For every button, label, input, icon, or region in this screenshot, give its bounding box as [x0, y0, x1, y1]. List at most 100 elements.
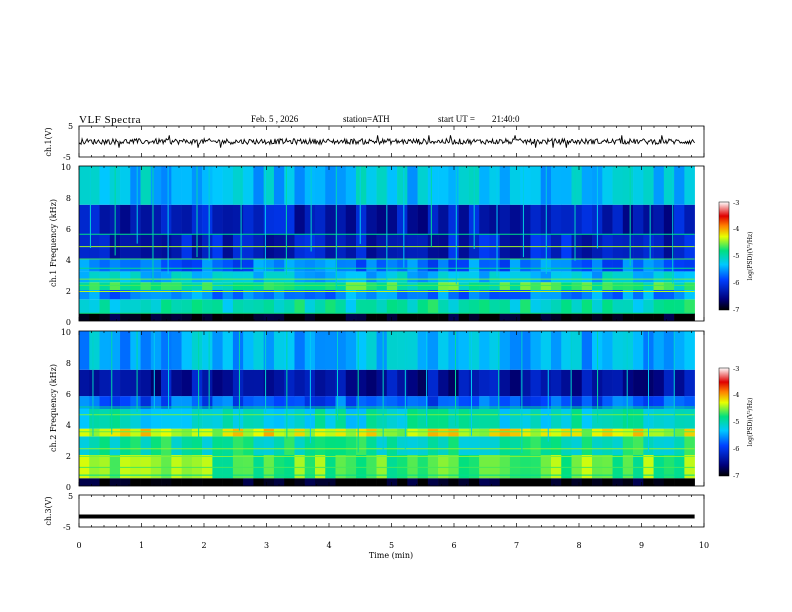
- spec1-cell: [284, 271, 295, 283]
- spec2-cell: [89, 478, 100, 486]
- spec2-cell: [253, 396, 264, 409]
- spec1-cell: [530, 299, 542, 314]
- spec1-cell: [120, 313, 131, 321]
- spec2-cell: [130, 478, 141, 486]
- spec2-cell: [550, 428, 562, 437]
- spec2-cell: [458, 455, 470, 479]
- spec1-cell: [509, 259, 521, 272]
- spec1-cell: [130, 282, 141, 290]
- spec2-cell: [520, 455, 531, 479]
- spec1-cell: [335, 282, 347, 290]
- spec2-cell: [212, 478, 223, 486]
- spec1-cell: [663, 313, 675, 321]
- spec2-cell: [181, 396, 193, 409]
- spec2-cell: [612, 408, 624, 429]
- spec2-cell: [468, 369, 480, 397]
- spec2-cell: [520, 478, 531, 486]
- spec2-cell: [581, 478, 593, 486]
- spec1-cell: [448, 166, 459, 205]
- spec1-cell: [571, 282, 583, 290]
- spec2-cell: [263, 455, 275, 479]
- spec2-cell: [407, 408, 418, 429]
- spec1-cell: [561, 299, 572, 314]
- spec1-cell: [109, 290, 121, 300]
- spec1-cell: [232, 313, 244, 321]
- spec2-cell: [356, 396, 367, 409]
- spec2-cell: [366, 478, 377, 486]
- spec2-cell: [622, 396, 634, 409]
- spec1-cell: [407, 204, 418, 235]
- spec2-cell: [202, 436, 213, 455]
- spec1-cell: [397, 166, 408, 205]
- spec2-cell: [232, 331, 244, 370]
- spec2-cell: [202, 331, 213, 370]
- spec1-cell: [458, 282, 470, 290]
- spec1-cell: [592, 282, 603, 290]
- spec2-cell: [663, 331, 675, 370]
- spec2-cell: [366, 455, 377, 479]
- spec2-cell: [602, 331, 613, 370]
- spec1-cell: [653, 313, 665, 321]
- spec2-cell: [140, 436, 152, 455]
- spec1-cell: [489, 271, 500, 283]
- spec2-cell: [171, 455, 182, 479]
- spec1-cell: [602, 313, 613, 321]
- spec2-cell: [499, 478, 511, 486]
- spec2-cell: [243, 396, 254, 409]
- spec2-cell: [602, 436, 613, 455]
- spec2-cell: [161, 436, 172, 455]
- spec2-cell: [386, 436, 398, 455]
- spec2-cell: [294, 455, 306, 479]
- spec1-cell: [386, 204, 398, 235]
- spec2-cell: [674, 428, 685, 437]
- spec1-cell: [653, 271, 665, 283]
- spec1-cell: [304, 299, 316, 314]
- spec2-cell: [489, 369, 500, 397]
- spec1-cell: [243, 282, 254, 290]
- spec1-cell: [202, 299, 213, 314]
- spec1-cell: [530, 290, 542, 300]
- spec2-cell: [335, 436, 347, 455]
- spec1-cell: [427, 259, 439, 272]
- spec1-cell: [438, 271, 449, 283]
- spec2-cell: [653, 331, 665, 370]
- spec2-cell: [489, 455, 500, 479]
- spec2-cell: [130, 369, 141, 397]
- spec2-cell: [448, 436, 459, 455]
- spec2-cell: [99, 478, 111, 486]
- spec2-cell: [150, 408, 162, 429]
- spec1-cell: [438, 290, 449, 300]
- spec2-cell: [438, 436, 449, 455]
- spec2-cell: [612, 369, 624, 397]
- spec2-cell: [366, 428, 377, 437]
- spec2-cell: [202, 396, 213, 409]
- spec1-cell: [191, 271, 203, 283]
- spec2-cell: [89, 369, 100, 397]
- spec1-cell: [468, 290, 480, 300]
- spec2-cell: [356, 331, 367, 370]
- spec1-cell: [304, 166, 316, 205]
- spec2-cell: [571, 331, 583, 370]
- spec1-cell: [438, 299, 449, 314]
- xtick-3: 3: [264, 541, 269, 550]
- spec2-cell: [468, 396, 480, 409]
- spec1-cell: [304, 282, 316, 290]
- spec1-cell: [294, 271, 306, 283]
- spec1-cell: [366, 299, 377, 314]
- spec2-cell: [202, 428, 213, 437]
- spec2-cell: [109, 331, 121, 370]
- spec2-cell: [427, 478, 439, 486]
- spec2-cell: [561, 369, 572, 397]
- spec2-cell: [294, 396, 306, 409]
- spec1-cell: [479, 282, 490, 290]
- spec1-cell: [458, 313, 470, 321]
- xtick-10: 10: [699, 541, 709, 550]
- spec1-cell: [622, 271, 634, 283]
- spec2-cell: [592, 436, 603, 455]
- spec1-cell: [109, 313, 121, 321]
- spec1-cell: [643, 271, 654, 283]
- spec1-cell: [458, 299, 470, 314]
- ch2-cbar-tick-m3: -3: [733, 365, 739, 373]
- spec1-cell: [109, 271, 121, 283]
- spec1-cell: [89, 282, 100, 290]
